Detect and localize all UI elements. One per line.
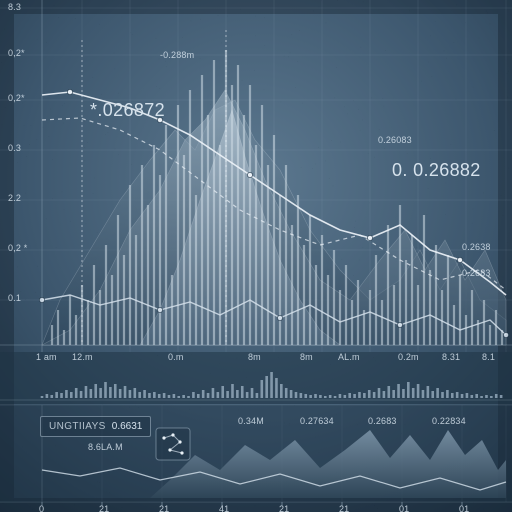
chart-label: 0.26083 [378, 135, 412, 145]
chart-label: 0,2 * [8, 243, 27, 253]
chart-label: 0.2m [398, 352, 419, 362]
chart-label: 21 [279, 504, 289, 512]
chart-label: *.026872 [90, 100, 165, 121]
chart-label: 8m [300, 352, 313, 362]
chart-label: 0,2* [8, 93, 25, 103]
chart-label: -0.288m [160, 50, 194, 60]
chart-label: 12.m [72, 352, 93, 362]
chart-label: 01 [459, 504, 469, 512]
chart-label: 0.1 [8, 293, 21, 303]
chart-label: 0 [39, 504, 44, 512]
chart-label: 0.2683 [368, 416, 397, 426]
chart-label: 21 [99, 504, 109, 512]
chart-label: 8m [248, 352, 261, 362]
chart-label: 0.2683 [462, 268, 491, 278]
chart-label: 0,2* [8, 48, 25, 58]
chart-label: 1 am [36, 352, 57, 362]
chart-label: 0.3 [8, 143, 21, 153]
metric-badge-value: 0.6631 [112, 421, 143, 432]
chart-label: 0.22834 [432, 416, 466, 426]
chart-label: 21 [339, 504, 349, 512]
chart-label: 0.34M [238, 416, 264, 426]
chart-label: AL.m [338, 352, 360, 362]
chart-label: 0.m [168, 352, 184, 362]
metric-badge: UNGTIIAYS 0.6631 [40, 416, 151, 437]
chart-label: 21 [159, 504, 169, 512]
chart-label: 8.31 [442, 352, 460, 362]
chart-label: 41 [219, 504, 229, 512]
chart-label: 0.27634 [300, 416, 334, 426]
chart-label: 0.2638 [462, 242, 491, 252]
chart-label: 01 [399, 504, 409, 512]
metric-badge-key: UNGTIIAYS [49, 421, 106, 432]
chart-label: 8.6LA.M [88, 442, 123, 452]
chart-label: 2.2 [8, 193, 21, 203]
chart-label: 0. 0.26882 [392, 160, 481, 181]
chart-label: 8.1 [482, 352, 495, 362]
chart-label: 8.3 [8, 2, 21, 12]
